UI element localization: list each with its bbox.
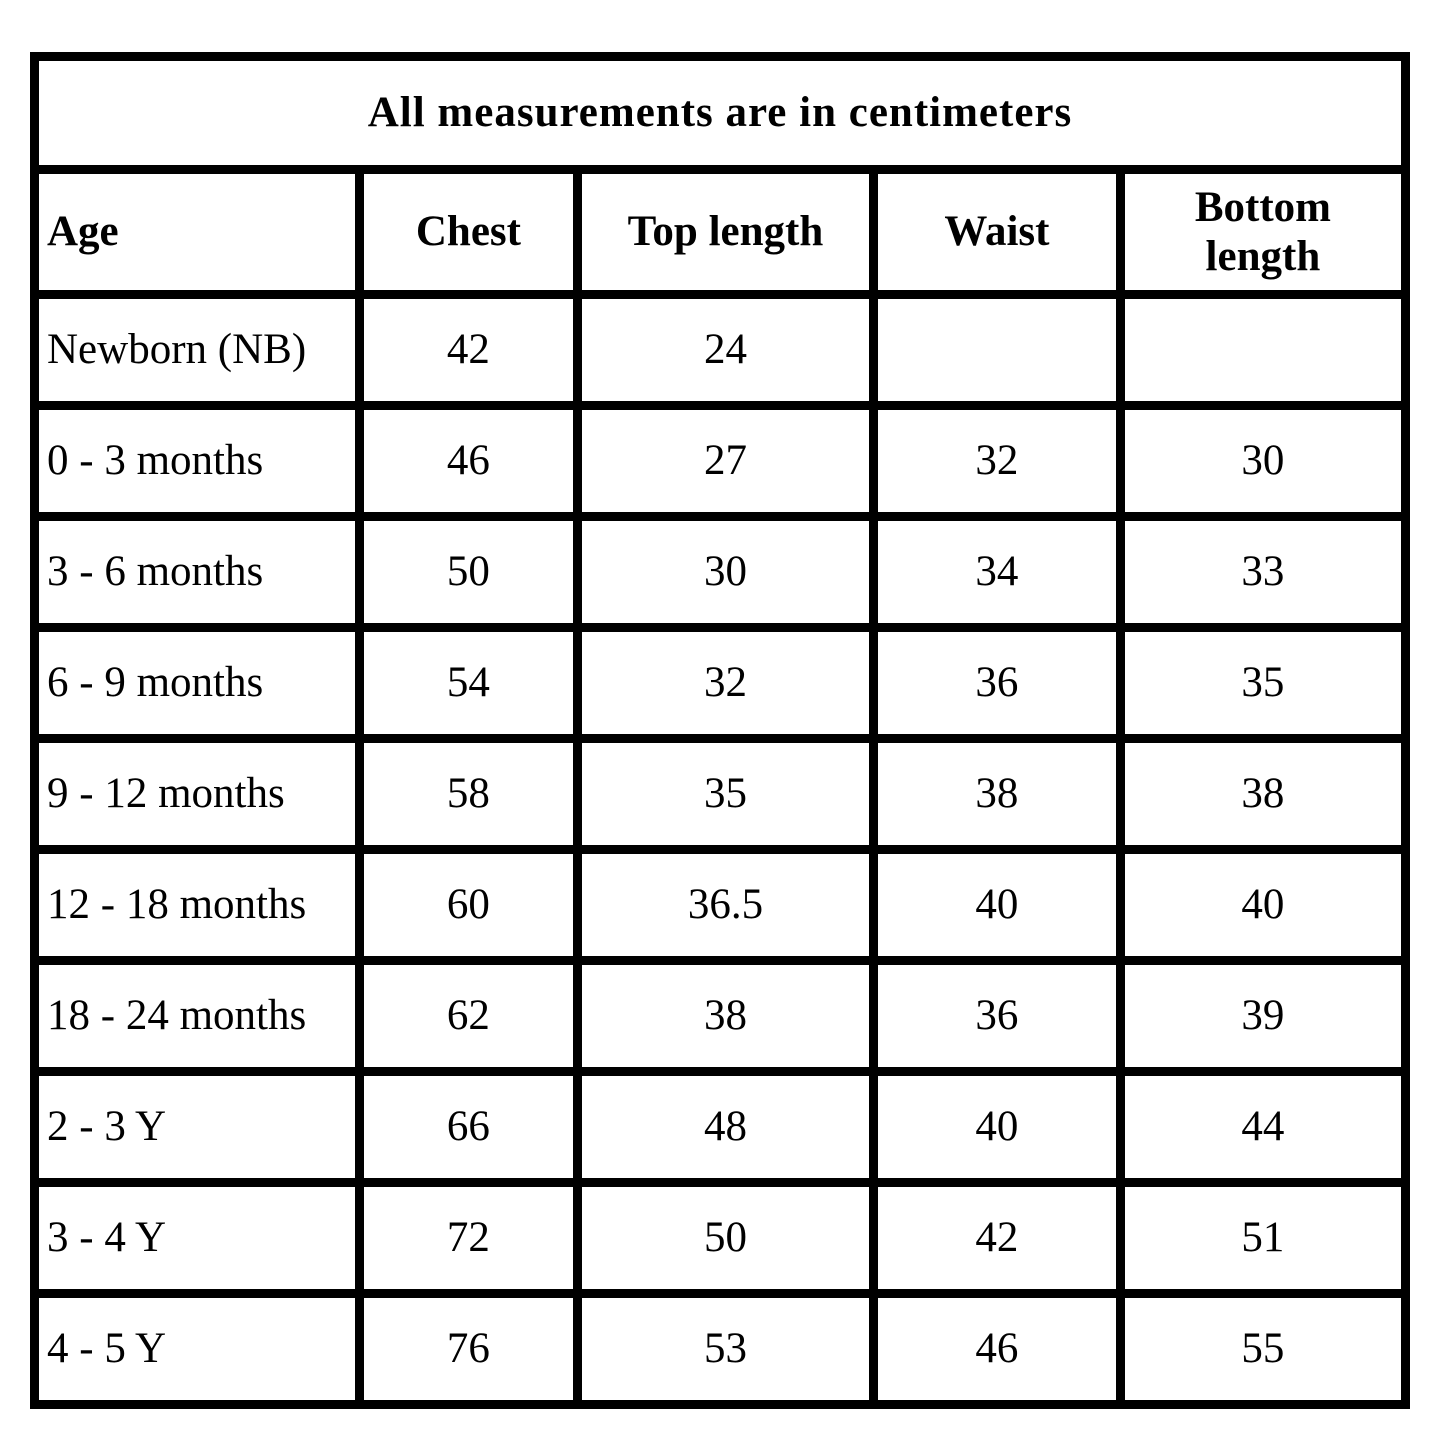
chest-cell: 54	[354, 623, 582, 743]
table-header-row: Age Chest Top length Waist Bottom length	[30, 165, 1411, 299]
table-row: 3 - 6 months 50 30 34 33	[30, 512, 1411, 632]
chest-cell: 72	[354, 1178, 582, 1298]
top-length-cell: 27	[572, 401, 879, 521]
bottom-length-cell	[1115, 290, 1411, 410]
bottom-length-cell: 38	[1115, 734, 1411, 854]
table-row: 0 - 3 months 46 27 32 30	[30, 401, 1411, 521]
chest-cell: 50	[354, 512, 582, 632]
table-row: 6 - 9 months 54 32 36 35	[30, 623, 1411, 743]
top-length-cell: 35	[572, 734, 879, 854]
age-cell: 9 - 12 months	[30, 734, 364, 854]
chest-cell: 60	[354, 845, 582, 965]
bottom-length-cell: 44	[1115, 1067, 1411, 1187]
top-length-cell: 50	[572, 1178, 879, 1298]
column-header-bottom-length-label: Bottom length	[1194, 183, 1331, 280]
age-cell: 0 - 3 months	[30, 401, 364, 521]
age-cell: Newborn (NB)	[30, 290, 364, 410]
waist-cell: 32	[869, 401, 1125, 521]
age-cell: 12 - 18 months	[30, 845, 364, 965]
table-row: 4 - 5 Y 76 53 46 55	[30, 1289, 1411, 1409]
chest-cell: 46	[354, 401, 582, 521]
top-length-cell: 38	[572, 956, 879, 1076]
top-length-cell: 30	[572, 512, 879, 632]
table-row: 2 - 3 Y 66 48 40 44	[30, 1067, 1411, 1187]
waist-cell: 38	[869, 734, 1125, 854]
chest-cell: 58	[354, 734, 582, 854]
age-cell: 18 - 24 months	[30, 956, 364, 1076]
top-length-cell: 24	[572, 290, 879, 410]
waist-cell: 36	[869, 956, 1125, 1076]
table-row: 18 - 24 months 62 38 36 39	[30, 956, 1411, 1076]
age-cell: 4 - 5 Y	[30, 1289, 364, 1409]
bottom-length-cell: 51	[1115, 1178, 1411, 1298]
age-cell: 3 - 6 months	[30, 512, 364, 632]
chest-cell: 66	[354, 1067, 582, 1187]
waist-cell: 40	[869, 845, 1125, 965]
waist-cell	[869, 290, 1125, 410]
chest-cell: 76	[354, 1289, 582, 1409]
age-cell: 2 - 3 Y	[30, 1067, 364, 1187]
bottom-length-cell: 39	[1115, 956, 1411, 1076]
table-title-row: All measurements are in centimeters	[30, 52, 1410, 174]
chest-cell: 42	[354, 290, 582, 410]
age-cell: 6 - 9 months	[30, 623, 364, 743]
column-header-age: Age	[30, 165, 364, 299]
column-header-waist: Waist	[869, 165, 1125, 299]
waist-cell: 36	[869, 623, 1125, 743]
waist-cell: 42	[869, 1178, 1125, 1298]
waist-cell: 40	[869, 1067, 1125, 1187]
bottom-length-cell: 30	[1115, 401, 1411, 521]
table-row: 3 - 4 Y 72 50 42 51	[30, 1178, 1411, 1298]
table-row: 12 - 18 months 60 36.5 40 40	[30, 845, 1411, 965]
top-length-cell: 32	[572, 623, 879, 743]
table-title: All measurements are in centimeters	[30, 52, 1410, 174]
top-length-cell: 48	[572, 1067, 879, 1187]
waist-cell: 34	[869, 512, 1125, 632]
column-header-bottom-length: Bottom length	[1115, 165, 1411, 299]
table-row: Newborn (NB) 42 24	[30, 290, 1411, 410]
bottom-length-cell: 40	[1115, 845, 1411, 965]
column-header-chest: Chest	[354, 165, 582, 299]
waist-cell: 46	[869, 1289, 1125, 1409]
bottom-length-cell: 35	[1115, 623, 1411, 743]
column-header-top-length: Top length	[572, 165, 879, 299]
age-cell: 3 - 4 Y	[30, 1178, 364, 1298]
chest-cell: 62	[354, 956, 582, 1076]
size-chart-table: All measurements are in centimeters Age …	[30, 52, 1411, 1409]
bottom-length-cell: 33	[1115, 512, 1411, 632]
top-length-cell: 53	[572, 1289, 879, 1409]
table-row: 9 - 12 months 58 35 38 38	[30, 734, 1411, 854]
bottom-length-cell: 55	[1115, 1289, 1411, 1409]
top-length-cell: 36.5	[572, 845, 879, 965]
